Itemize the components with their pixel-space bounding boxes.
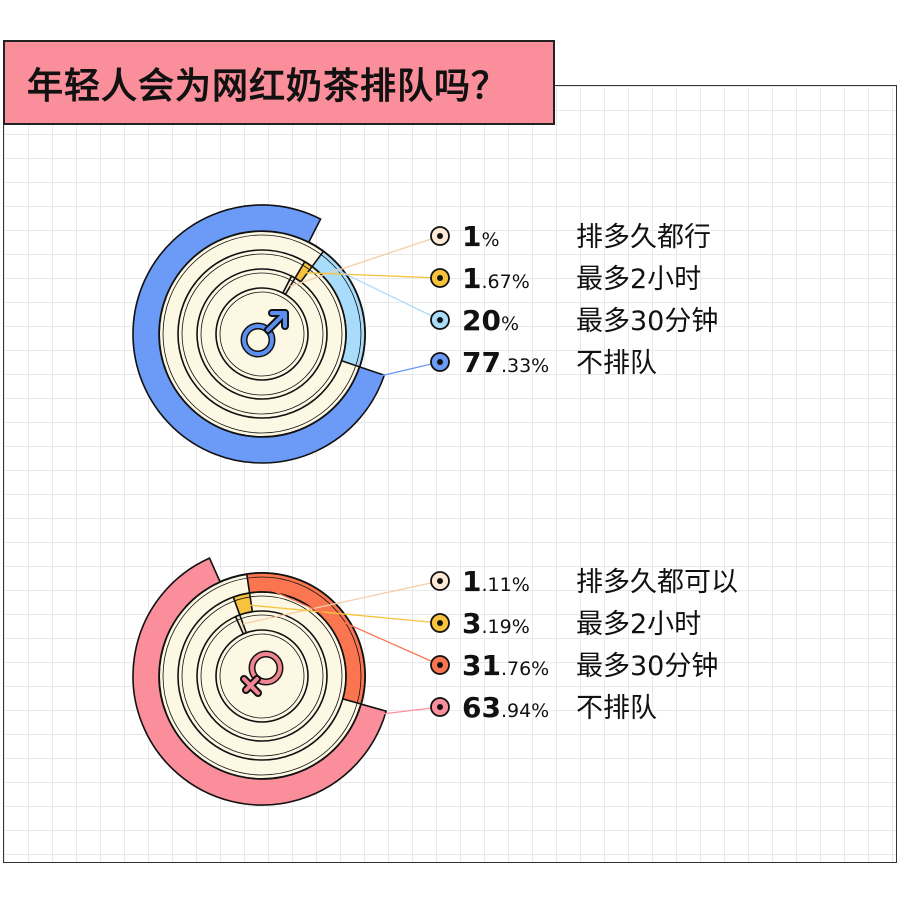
legend-marker-dot <box>437 275 443 281</box>
leader-line <box>368 361 441 380</box>
legend-value: 1.11% <box>462 565 530 598</box>
leader-line <box>241 603 441 624</box>
legend-value: 1% <box>462 220 500 253</box>
ring-outline-inner <box>219 633 305 719</box>
ring-outline-inner <box>181 595 343 757</box>
ring-outline <box>177 591 347 761</box>
leader-line <box>322 262 441 321</box>
ring-outline <box>177 249 347 419</box>
legend-label: 最多30分钟 <box>576 306 718 337</box>
slice-4 <box>132 204 386 464</box>
ring-outline-inner <box>200 614 324 738</box>
female-symbol-icon <box>240 650 284 697</box>
slice-4 <box>132 557 388 806</box>
legend-value: 3.19% <box>462 607 530 640</box>
male-symbol-icon <box>240 309 289 358</box>
legend-label: 排多久都行 <box>576 222 711 253</box>
legend-label: 不排队 <box>576 693 657 724</box>
ring-outline-inner <box>200 272 324 396</box>
legend-value: 77.33% <box>462 346 549 379</box>
leader-line <box>304 272 441 279</box>
leader-line <box>254 582 441 666</box>
legend-value: 1.67% <box>462 262 530 295</box>
legend-value: 63.94% <box>462 691 549 724</box>
ring-outline-inner <box>181 253 343 415</box>
legend-marker-dot <box>437 620 443 626</box>
legend-marker-dot <box>437 578 443 584</box>
legend-label: 不排队 <box>576 348 657 379</box>
ring-outline-inner <box>219 291 305 377</box>
title-banner: 年轻人会为网红奶茶排队吗？ <box>3 40 555 125</box>
ring-outline <box>196 268 328 400</box>
legend-marker-dot <box>437 359 443 365</box>
male-chart: 1% 排多久都行 1.67% 最多2小时 20% 最多30分钟 77.33% 不排队 <box>132 204 718 464</box>
legend-marker-dot <box>437 233 443 239</box>
legend-marker-dot <box>437 317 443 323</box>
legend-label: 排多久都可以 <box>576 567 738 598</box>
page-title: 年轻人会为网红奶茶排队吗？ <box>27 65 509 107</box>
ring-outline-inner <box>162 576 362 776</box>
ring-outline <box>215 629 309 723</box>
female-chart: 1.11% 排多久都可以 3.19% 最多2小时 31.76% 最多30分钟 63.94% 不… <box>132 557 738 806</box>
leader-line <box>242 580 441 625</box>
legend-marker-dot <box>437 662 443 668</box>
legend-label: 最多2小时 <box>576 609 701 640</box>
ring-outline-inner <box>162 234 362 434</box>
legend-value: 20% <box>462 304 519 337</box>
ring-outline <box>196 610 328 742</box>
legend-marker-dot <box>437 704 443 710</box>
leader-line <box>290 235 441 287</box>
legend-value: 31.76% <box>462 649 549 682</box>
legend-label: 最多30分钟 <box>576 651 718 682</box>
ring-outline <box>215 287 309 381</box>
leader-line <box>371 706 441 716</box>
legend-label: 最多2小时 <box>576 264 701 295</box>
